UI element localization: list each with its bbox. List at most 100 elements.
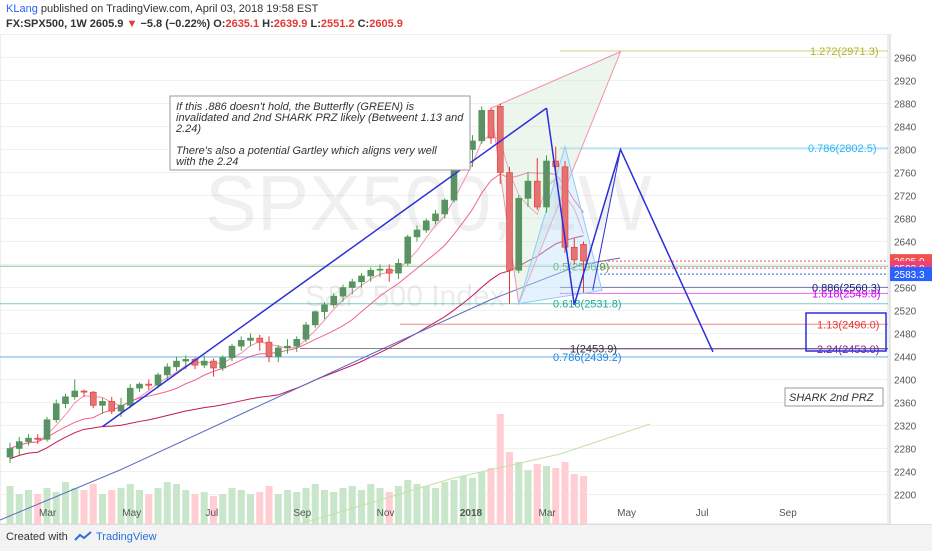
volume-bar	[200, 492, 208, 524]
high-label: H:	[262, 18, 274, 30]
volume-bar	[25, 490, 32, 524]
volume-bar	[191, 494, 199, 524]
volume-bar	[71, 488, 79, 524]
ma-200	[299, 423, 651, 524]
candle-body	[154, 374, 162, 386]
candle-body	[478, 110, 486, 142]
volume-bar	[339, 488, 347, 524]
volume-bar	[552, 468, 560, 524]
candle-body	[43, 419, 51, 440]
candle-body	[293, 338, 301, 347]
candle-body	[376, 268, 384, 271]
candle-body	[367, 269, 375, 277]
candle-body	[247, 337, 254, 341]
volume-bar	[543, 466, 550, 524]
volume-bar	[441, 482, 449, 524]
volume-bar	[126, 484, 134, 524]
note-text: 2.24)	[175, 123, 201, 135]
price-tick-label: 2360	[894, 399, 917, 410]
author-link[interactable]: KLang	[6, 3, 38, 15]
volume-bar	[432, 488, 439, 524]
price-chart[interactable]: SPX500, 1WS&P 500 Index 0.886(2560.3)1.61…	[0, 34, 932, 524]
volume-bar	[459, 476, 467, 524]
volume-bar	[15, 494, 23, 524]
level-label: 1.13(2496.0)	[817, 319, 879, 331]
candle-body	[524, 180, 532, 199]
candle-body	[330, 295, 338, 306]
candle-body	[173, 360, 180, 368]
volume-bar	[219, 494, 227, 524]
volume-bar	[154, 488, 162, 524]
level-label: 0.786(2439.2)	[553, 352, 622, 364]
volume-bar	[302, 488, 310, 524]
publish-line: KLang published on TradingView.com, Apri…	[6, 3, 318, 16]
volume-bar	[487, 468, 495, 524]
volume-bar	[182, 490, 190, 524]
volume-bar	[376, 488, 384, 524]
candle-body	[219, 357, 227, 369]
tradingview-link[interactable]: TradingView	[96, 531, 157, 543]
time-tick-label: Jul	[206, 508, 219, 519]
down-arrow-icon: ▼	[126, 18, 138, 30]
price-tick-label: 2720	[894, 192, 917, 203]
volume-bar	[6, 486, 14, 524]
time-tick-label: Mar	[539, 508, 557, 519]
level-label: 0.786(2802.5)	[808, 143, 877, 155]
price-tick-label: 2680	[894, 215, 917, 226]
candle-body	[552, 160, 560, 168]
price-tick-label: 2920	[894, 77, 917, 88]
level-label: 0.886(2560.3)	[812, 282, 881, 294]
candle-body	[136, 383, 143, 389]
candle-body	[422, 220, 430, 231]
watermark-symbol: SPX500, 1W	[205, 159, 652, 247]
price-tick-label: 2440	[894, 353, 917, 364]
note-box	[169, 95, 471, 171]
price-tick-label: 2480	[894, 330, 917, 341]
level-label: 1(2453.9)	[570, 344, 617, 356]
time-tick-label: 2018	[460, 508, 483, 519]
close-value: 2605.9	[369, 18, 403, 30]
time-tick-label: Jul	[696, 508, 709, 519]
candle-body	[561, 166, 569, 248]
chart-header: KLang published on TradingView.com, Apri…	[0, 0, 932, 34]
tradingview-logo-icon[interactable]	[74, 531, 92, 543]
volume-bar	[43, 488, 51, 524]
candle-body	[404, 236, 412, 264]
volume-bar	[330, 492, 338, 524]
price-tick-label: 2560	[894, 284, 917, 295]
volume-bar	[145, 494, 153, 524]
volume-bar	[108, 490, 116, 524]
note-annotation: If this .886 doesn't hold, the Butterfly…	[169, 95, 471, 171]
volume-bar	[311, 484, 319, 524]
volume-bar	[256, 492, 264, 524]
candle-body	[284, 345, 291, 349]
last-price: 2605.9	[89, 18, 124, 30]
volume-bar	[524, 470, 532, 524]
candle-body	[200, 360, 208, 366]
note-text: invalidated and 2nd SHARK PRZ likely (Be…	[176, 112, 464, 124]
volume-bar	[358, 490, 365, 524]
volume-bar	[570, 474, 578, 524]
candle-body	[71, 390, 79, 398]
shark-label: SHARK 2nd PRZ	[789, 392, 875, 404]
price-tick-label: 2880	[894, 100, 917, 111]
volume-bar	[136, 490, 143, 524]
volume-bar	[99, 494, 106, 524]
time-tick-label: Mar	[39, 508, 57, 519]
candle-body	[117, 405, 125, 412]
candle-body	[52, 403, 60, 421]
note-text: There's also a potential Gartley which a…	[176, 145, 437, 157]
candle-body	[62, 396, 69, 404]
volume-bar	[422, 486, 430, 524]
volume-bar	[163, 482, 171, 524]
price-tick-label: 2760	[894, 169, 917, 180]
long-moving-average	[0, 257, 621, 521]
volume-bar	[210, 496, 217, 524]
candle-body	[274, 347, 282, 357]
candle-body	[515, 198, 523, 271]
change-value: −5.8 (−0.22%)	[140, 18, 211, 30]
candle-body	[543, 160, 550, 208]
price-tick-label: 2400	[894, 376, 917, 387]
volume-bar	[80, 490, 88, 524]
note-text: If this .886 doesn't hold, the Butterfly…	[176, 101, 415, 113]
